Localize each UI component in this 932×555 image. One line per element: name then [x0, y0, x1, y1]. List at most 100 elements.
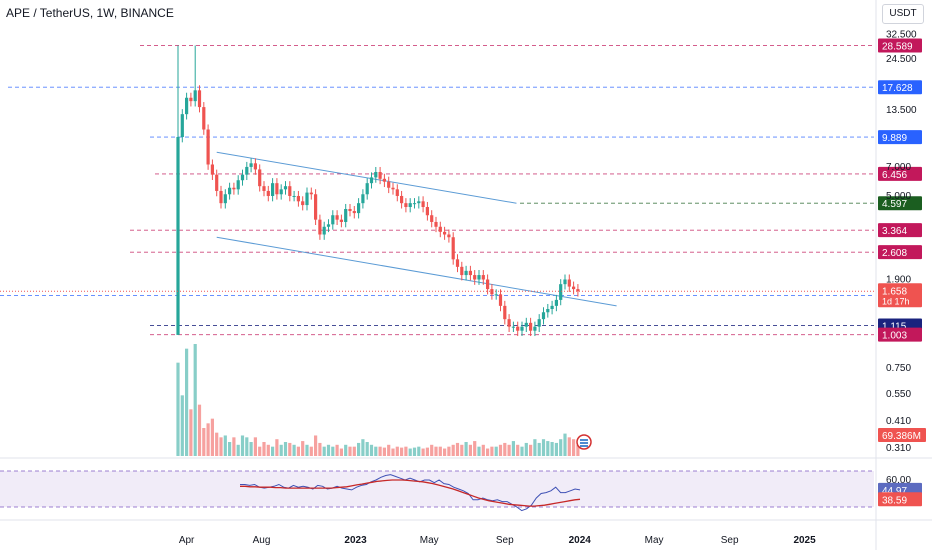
volume-bar — [374, 446, 378, 456]
volume-bar — [210, 418, 214, 456]
candle-body — [292, 195, 296, 197]
candle-body — [481, 275, 485, 280]
time-tick-label: May — [645, 535, 664, 546]
candle-body — [193, 90, 197, 102]
volume-bar — [292, 444, 296, 456]
volume-bar — [283, 442, 288, 456]
volume-tick-label: 0.550 — [886, 389, 911, 400]
candle-body — [374, 172, 378, 178]
candle-body — [245, 166, 249, 175]
volume-bar — [296, 446, 300, 456]
volume-bar — [176, 362, 180, 456]
volume-bar — [275, 439, 279, 456]
volume-bar — [197, 404, 202, 456]
price-level-tag — [878, 223, 922, 238]
volume-bar — [314, 435, 318, 456]
volume-bar — [279, 444, 283, 456]
volume-bar — [520, 446, 524, 456]
price-level-label: 17.628 — [882, 83, 913, 94]
candle-body — [460, 266, 464, 276]
candle-body — [215, 174, 219, 191]
volume-bar — [404, 446, 408, 456]
volume-bar — [185, 348, 189, 456]
candle-body — [275, 183, 279, 195]
volume-bar — [563, 433, 567, 456]
volume-bar — [378, 446, 382, 456]
rsi-line — [240, 474, 581, 512]
price-level-tag — [878, 80, 922, 95]
price-level-tag — [878, 38, 922, 53]
candle-body — [494, 294, 498, 296]
volume-bar — [219, 437, 223, 456]
candle-body — [443, 231, 447, 235]
candle-body — [253, 163, 257, 170]
volume-last-label: 69.386M — [882, 431, 921, 442]
volume-bar — [228, 442, 232, 456]
volume-bar — [365, 442, 369, 456]
candle-body — [404, 203, 408, 208]
candle-body — [249, 163, 253, 167]
candle-body — [417, 201, 421, 204]
volume-bar — [344, 444, 348, 456]
volume-bar — [494, 446, 498, 456]
candle-body — [486, 279, 490, 290]
price-level-label: 28.589 — [882, 41, 913, 52]
price-level-label: 3.364 — [882, 226, 907, 237]
volume-bar — [408, 448, 412, 456]
candle-body — [541, 312, 546, 320]
volume-bar — [253, 437, 257, 456]
volume-bar — [572, 439, 576, 456]
volume-bar — [541, 439, 546, 456]
volume-bar — [490, 446, 494, 456]
candle-body — [537, 319, 541, 327]
candle-body — [533, 326, 537, 331]
candle-body — [567, 279, 571, 287]
candle-body — [473, 275, 477, 280]
rsi-tick-label: 60.00 — [886, 475, 911, 486]
candle-body — [344, 208, 348, 222]
volume-bar — [249, 442, 253, 456]
volume-bar — [486, 448, 490, 456]
volume-bar — [473, 441, 477, 456]
volume-bar — [451, 444, 455, 456]
volume-bar — [529, 444, 533, 456]
candle-body — [314, 194, 318, 220]
time-tick-label: Aug — [253, 535, 271, 546]
volume-tick-label: 0.410 — [886, 416, 911, 427]
volume-bar — [567, 437, 571, 456]
candle-body — [309, 192, 313, 195]
candle-body — [236, 180, 240, 190]
candle-body — [232, 187, 236, 190]
candle-body — [477, 275, 481, 280]
last-price-label: 1.658 — [882, 286, 907, 297]
volume-bar — [305, 444, 309, 456]
volume-bar — [322, 446, 326, 456]
volume-bar — [443, 448, 447, 456]
candle-body — [511, 326, 515, 328]
currency-button[interactable]: USDT — [882, 4, 924, 24]
volume-bar — [481, 444, 485, 456]
candle-body — [296, 195, 300, 202]
volume-bar — [395, 446, 399, 456]
candle-body — [387, 181, 391, 188]
candle-body — [498, 294, 503, 306]
candle-body — [185, 97, 189, 115]
volume-bar — [193, 344, 197, 456]
candle-body — [503, 305, 507, 320]
flag-icon — [576, 434, 592, 450]
candle-body — [258, 169, 262, 187]
volume-bar — [464, 442, 468, 456]
volume-bar — [434, 446, 438, 456]
price-level-label: 1.115 — [882, 322, 907, 333]
volume-bar — [236, 444, 240, 456]
candle-body — [271, 183, 275, 196]
volume-bar — [468, 444, 472, 456]
volume-bar — [447, 446, 451, 456]
volume-bar — [460, 444, 464, 456]
volume-last-tag — [878, 428, 926, 442]
volume-bar — [421, 448, 425, 456]
time-tick-label: 2023 — [344, 535, 367, 546]
rsi-ma-last-label: 38.59 — [882, 495, 907, 506]
